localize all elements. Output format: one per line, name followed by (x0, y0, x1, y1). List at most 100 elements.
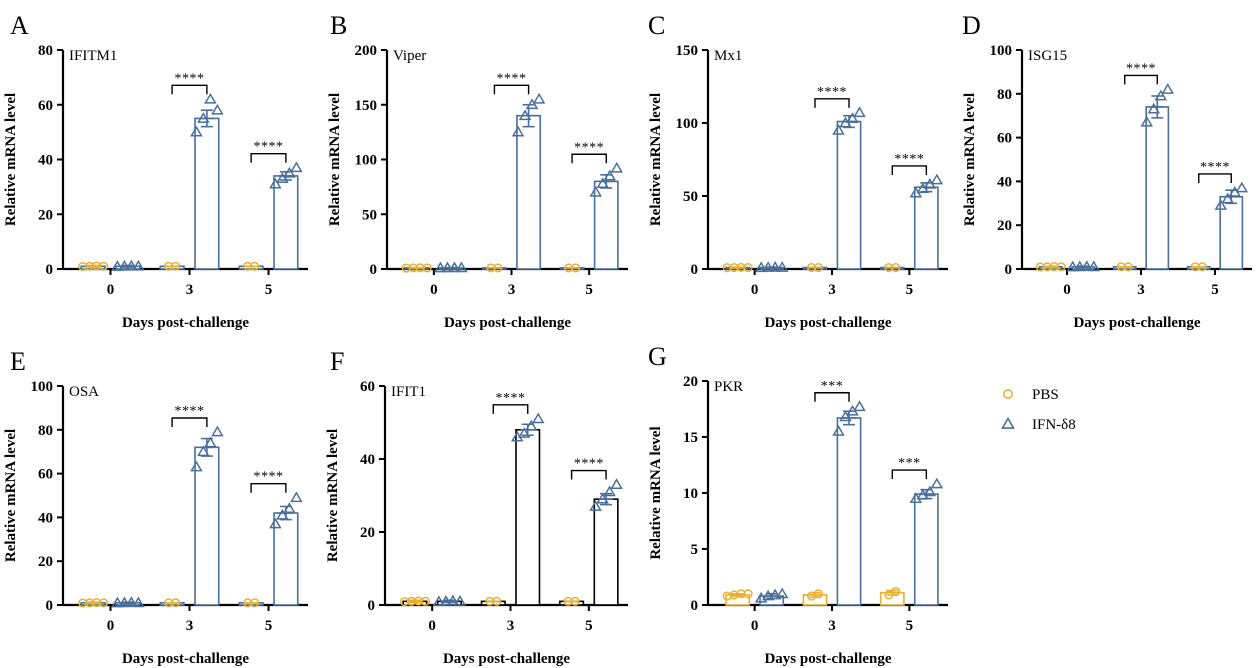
significance-bracket (171, 417, 208, 427)
x-tick-label: 5 (906, 282, 914, 298)
data-point-ifn (132, 596, 145, 608)
y-tick-label: 0 (368, 598, 376, 614)
data-point-ifn (610, 161, 624, 173)
data-point-ifn (290, 161, 303, 173)
y-tick-label: 20 (38, 554, 53, 570)
x-tick-label: 3 (186, 618, 194, 634)
legend-label: PBS (1032, 387, 1059, 403)
significance-label: **** (574, 457, 604, 472)
x-tick-label: 5 (265, 618, 273, 634)
data-point-ifn (1221, 192, 1235, 204)
x-tick-label: 0 (107, 282, 115, 298)
panel-a: A IFITM1 0 20 40 60 80 0 3 5 Relative mRNA level Da… (3, 11, 308, 331)
data-point-ifn (118, 596, 131, 608)
significance-bracket (1198, 173, 1232, 183)
x-tick-label: 0 (107, 618, 115, 634)
data-point-pbs (99, 261, 109, 271)
legend: PBS IFN-δ8 (1001, 387, 1076, 433)
data-point-pbs (492, 596, 502, 606)
y-tick-label: 150 (676, 43, 699, 59)
panel-letter: F (330, 347, 344, 376)
data-point-ifn (761, 589, 775, 601)
data-point-ifn (531, 412, 545, 424)
x-tick-label: 3 (507, 618, 515, 634)
data-point-pbs (743, 262, 753, 273)
y-tick-label: 40 (997, 174, 1012, 190)
gene-label: IFITM1 (69, 48, 117, 64)
x-axis-title: Days post-challenge (764, 315, 891, 331)
y-tick-label: 60 (360, 379, 375, 395)
x-tick-label: 0 (1063, 282, 1071, 298)
data-point-pbs (891, 262, 901, 273)
significance-bracket (891, 165, 928, 175)
data-point-ifn (446, 594, 460, 606)
bar-ifn (836, 120, 862, 270)
legend-marker-pbs (1002, 388, 1013, 399)
y-tick-label: 5 (691, 542, 699, 558)
y-tick-label: 0 (691, 262, 699, 278)
data-point-pbs (1123, 262, 1133, 272)
y-tick-label: 60 (38, 98, 53, 114)
data-point-ifn (511, 125, 525, 137)
significance-label: **** (894, 152, 924, 167)
data-point-pbs (250, 261, 260, 271)
data-point-ifn (204, 436, 217, 448)
x-tick-label: 0 (428, 618, 436, 634)
bar-ifn (593, 180, 619, 270)
x-axis-title: Days post-challenge (443, 651, 570, 667)
y-tick-label: 80 (38, 43, 53, 59)
data-point-pbs (1197, 262, 1207, 272)
x-axis-title: Days post-challenge (1073, 315, 1200, 331)
data-point-ifn (190, 460, 203, 472)
bar-ifn (273, 175, 299, 270)
data-point-ifn (283, 502, 296, 514)
data-point-ifn (832, 123, 845, 135)
y-tick-label: 100 (355, 153, 378, 169)
data-point-ifn (525, 98, 539, 110)
panel-letter: D (962, 11, 981, 40)
x-tick-label: 5 (1211, 282, 1219, 298)
data-point-pbs (813, 262, 824, 273)
data-point-ifn (125, 259, 138, 271)
y-tick-label: 60 (38, 467, 53, 483)
data-point-ifn (1066, 260, 1080, 272)
data-point-ifn (768, 588, 782, 600)
data-point-ifn (290, 491, 303, 503)
panel-letter: E (10, 347, 26, 376)
data-point-ifn (610, 478, 623, 489)
data-point-ifn (269, 517, 282, 529)
significance-bracket (570, 469, 607, 480)
data-point-ifn (434, 261, 447, 273)
y-tick-label: 150 (355, 98, 378, 114)
significance-label: **** (175, 71, 205, 86)
y-tick-label: 60 (997, 131, 1012, 147)
data-point-ifn (596, 492, 609, 504)
significance-bracket (814, 392, 850, 402)
y-tick-label: 0 (370, 262, 378, 278)
significance-bracket (571, 153, 607, 164)
panel-letter: A (10, 11, 29, 40)
x-axis-title: Days post-challenge (444, 315, 571, 331)
data-point-ifn (448, 261, 461, 273)
x-tick-label: 5 (906, 618, 914, 634)
significance-label: **** (496, 391, 526, 406)
x-tick-label: 5 (585, 618, 593, 634)
significance-bracket (250, 153, 287, 163)
gene-label: IFIT1 (391, 384, 426, 400)
significance-bracket (493, 84, 530, 95)
data-point-ifn (125, 596, 138, 607)
panel-c: C Mx1 0 50 100 150 0 3 5 Relative mRNA level Days … (648, 11, 948, 331)
data-point-ifn (432, 595, 446, 607)
data-point-pbs (884, 590, 894, 600)
y-axis-title: Relative mRNA level (648, 93, 664, 226)
y-tick-label: 0 (691, 598, 699, 614)
y-axis-title: Relative mRNA level (327, 93, 343, 226)
significance-label: **** (497, 71, 527, 86)
significance-label: **** (1126, 61, 1156, 76)
data-point-ifn (754, 261, 768, 273)
panel-e: E OSA 0 20 40 60 80 100 0 3 5 Relative mRNA level Da… (3, 347, 308, 667)
data-point-ifn (283, 166, 296, 178)
data-point-ifn (1161, 83, 1175, 94)
bar-ifn (593, 498, 619, 606)
significance-bracket (814, 98, 850, 108)
